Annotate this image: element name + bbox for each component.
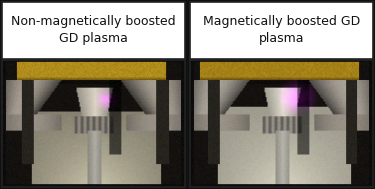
Text: Non-magnetically boosted
GD plasma: Non-magnetically boosted GD plasma	[11, 15, 176, 45]
Text: Magnetically boosted GD
plasma: Magnetically boosted GD plasma	[203, 15, 360, 45]
